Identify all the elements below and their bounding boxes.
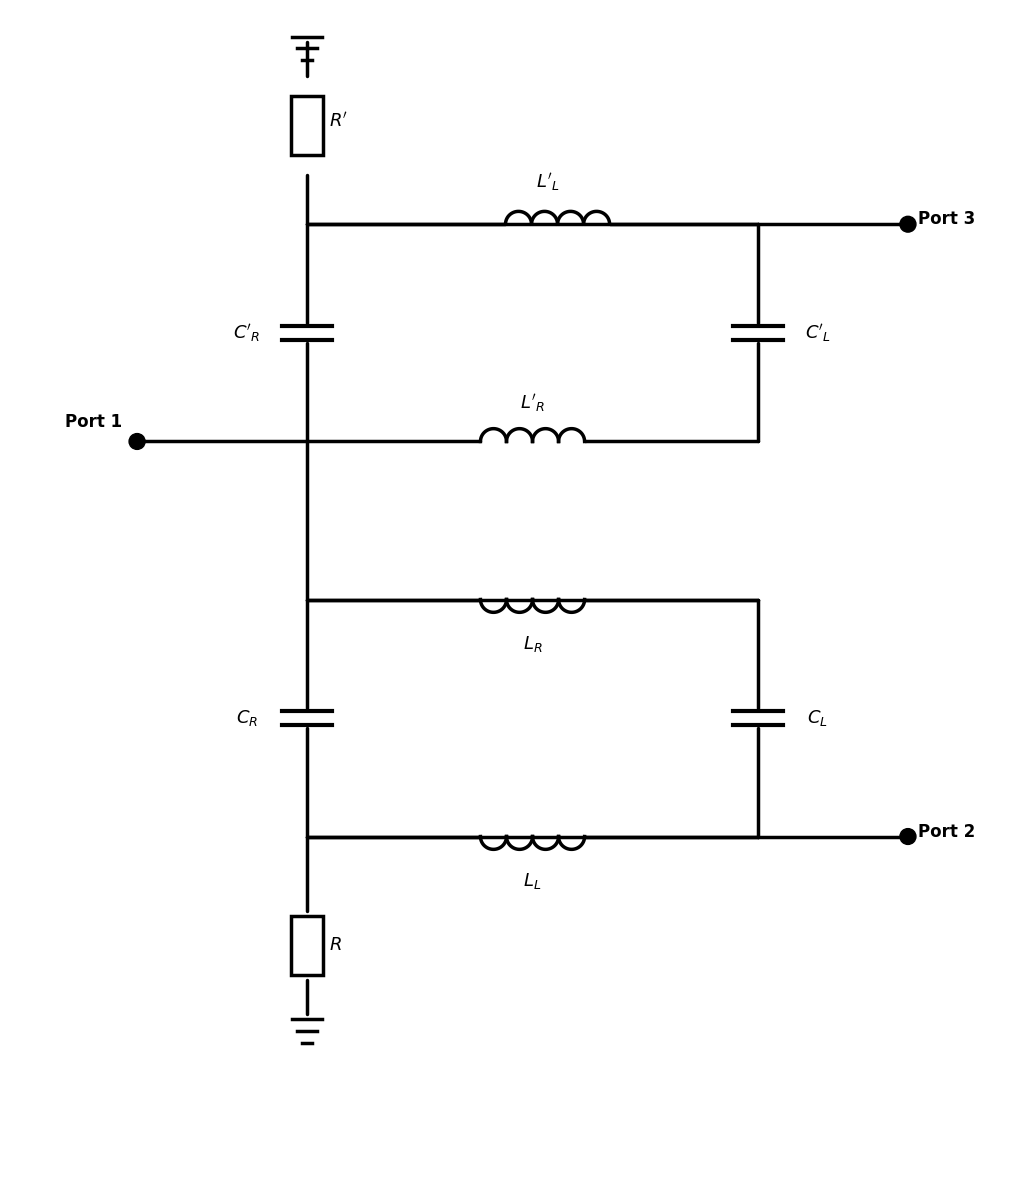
- Text: $L_R$: $L_R$: [523, 634, 542, 655]
- Bar: [291, 96, 324, 155]
- Text: $R$: $R$: [329, 936, 342, 954]
- Text: $L'_L$: $L'_L$: [536, 170, 559, 193]
- Text: $R'$: $R'$: [329, 112, 348, 129]
- Circle shape: [900, 216, 916, 233]
- Text: $C'_R$: $C'_R$: [233, 321, 261, 344]
- Text: Port 3: Port 3: [918, 210, 975, 228]
- Text: $L_L$: $L_L$: [524, 872, 542, 891]
- Circle shape: [900, 829, 916, 844]
- Text: Port 1: Port 1: [65, 412, 122, 430]
- Text: $L'_R$: $L'_R$: [520, 392, 545, 414]
- Text: Port 2: Port 2: [918, 823, 975, 840]
- Text: $C'_L$: $C'_L$: [805, 321, 831, 344]
- Text: $C_L$: $C_L$: [807, 709, 828, 728]
- Text: $C_R$: $C_R$: [236, 709, 258, 728]
- Circle shape: [129, 434, 145, 450]
- Bar: [291, 916, 324, 975]
